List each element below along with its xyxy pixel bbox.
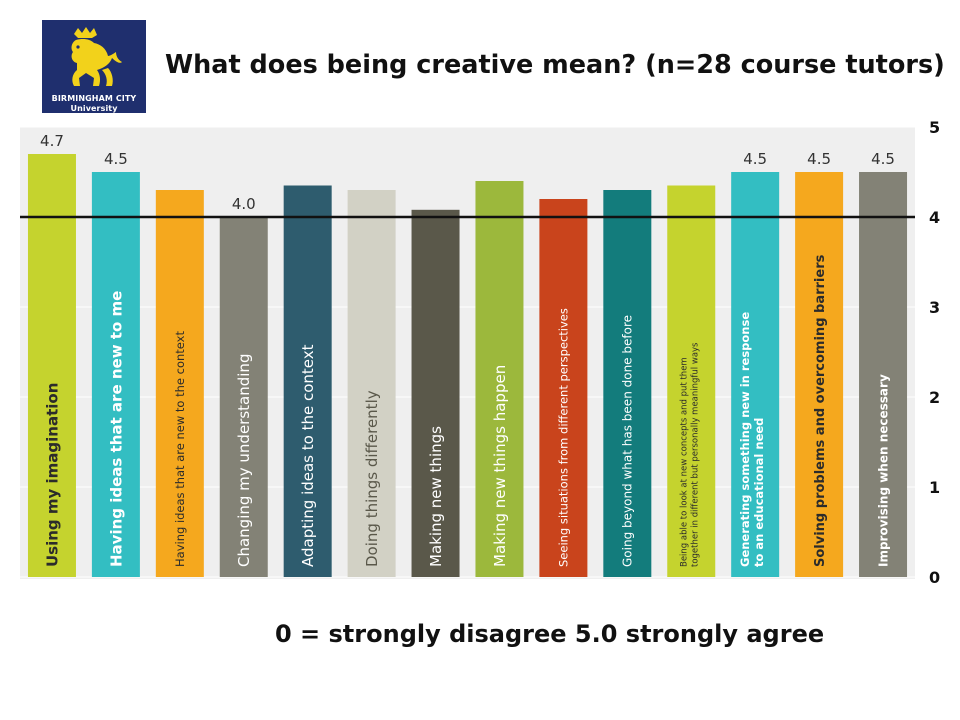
- y-tick-label: 2: [929, 388, 940, 407]
- bar: [91, 172, 140, 577]
- bar: [27, 154, 76, 577]
- tick-label: Going beyond what has been done before: [621, 315, 635, 567]
- y-tick-label: 5: [929, 118, 940, 137]
- data-label: 4.5: [807, 150, 831, 168]
- scale-footnote: 0 = strongly disagree 5.0 strongly agree: [275, 620, 825, 648]
- bar: [859, 172, 908, 577]
- bar: [539, 199, 588, 577]
- tick-label: Adapting ideas to the context: [299, 344, 317, 567]
- tick-label: Using my imagination: [43, 383, 61, 567]
- university-logo: BIRMINGHAM CITY University: [42, 20, 146, 113]
- data-label: 4.5: [871, 150, 895, 168]
- y-tick-label: 3: [929, 298, 940, 317]
- logo-text-line2: University: [70, 104, 118, 113]
- data-label: 4.0: [232, 195, 256, 213]
- data-label: 4.5: [104, 150, 128, 168]
- bar: [603, 190, 652, 577]
- bar: [283, 185, 332, 577]
- data-label: 4.5: [743, 150, 767, 168]
- chart-title: What does being creative mean? (n=28 cou…: [165, 50, 945, 80]
- lion-icon: [71, 27, 122, 86]
- bar: [347, 190, 396, 577]
- tick-label: Solving problems and overcoming barriers: [813, 254, 828, 567]
- bar: [219, 217, 268, 577]
- y-tick-label: 1: [929, 478, 940, 497]
- tick-label: Being able to look at new concepts and p…: [679, 342, 700, 567]
- bar: [667, 185, 716, 577]
- tick-label: Improvising when necessary: [876, 374, 890, 567]
- bar: [731, 172, 780, 577]
- bar: [155, 190, 204, 577]
- tick-label: Doing things differently: [363, 390, 381, 567]
- bar: [411, 209, 460, 578]
- tick-label: Having ideas that are new to me: [107, 291, 125, 567]
- tick-label: Seeing situations from different perspec…: [557, 308, 571, 567]
- bar: [795, 172, 844, 577]
- tick-label: Making new things happen: [491, 365, 509, 567]
- y-tick-label: 4: [929, 208, 940, 227]
- logo-text-line1: BIRMINGHAM CITY: [51, 94, 137, 103]
- tick-label: Making new things: [427, 426, 445, 567]
- data-label: 4.7: [40, 132, 64, 150]
- bar: [475, 181, 524, 577]
- tick-label: Generating something new in responseto a…: [738, 312, 766, 567]
- y-tick-label: 0: [929, 568, 940, 587]
- tick-label: Having ideas that are new to the context: [173, 331, 187, 567]
- tick-label: Changing my understanding: [235, 354, 253, 567]
